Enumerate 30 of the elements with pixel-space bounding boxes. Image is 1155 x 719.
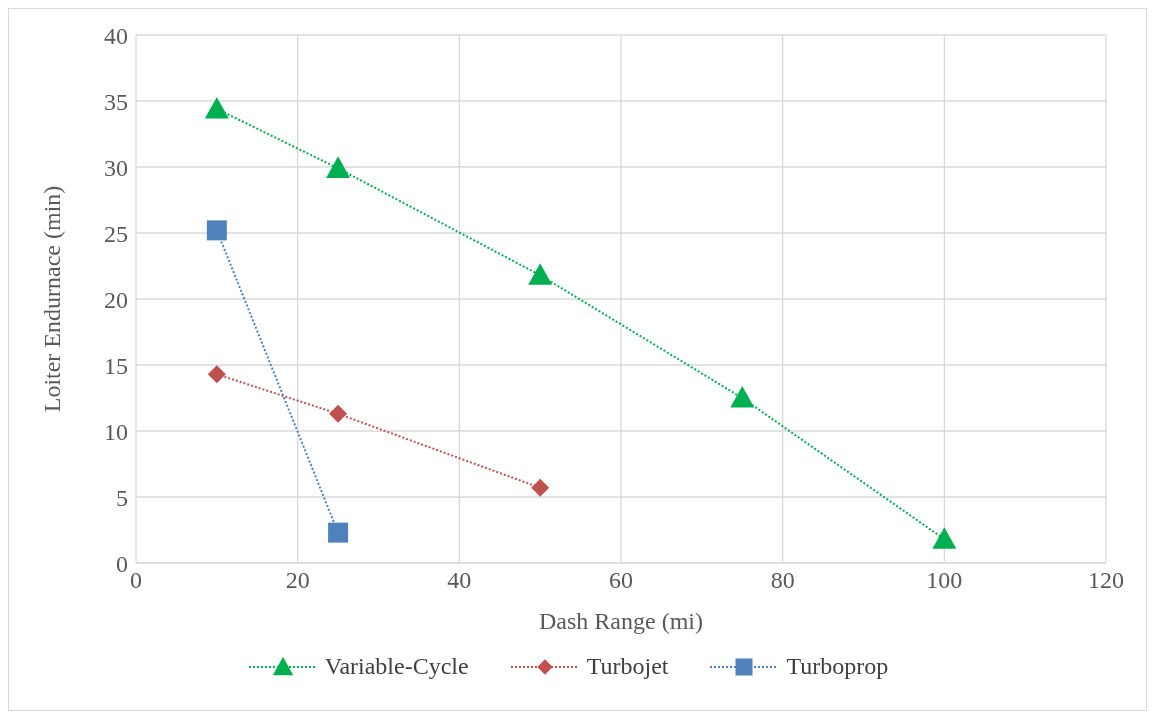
x-axis-title: Dash Range (mi)	[539, 608, 703, 634]
point	[328, 522, 349, 543]
point	[531, 478, 550, 497]
y-tick-label: 35	[104, 88, 128, 115]
x-tick-label: 100	[926, 567, 963, 594]
point	[207, 365, 226, 384]
legend-label: Turboprop	[786, 653, 889, 680]
point	[204, 96, 229, 119]
y-tick-label: 30	[104, 154, 128, 181]
y-tick-label: 40	[104, 22, 128, 49]
y-tick-label: 25	[104, 220, 128, 247]
y-tick-label: 20	[104, 286, 128, 313]
x-tick-label: 40	[447, 567, 472, 594]
x-tick-label: 120	[1088, 567, 1124, 594]
point	[206, 220, 227, 241]
legend-label: Turbojet	[586, 653, 669, 680]
x-tick-label: 20	[285, 567, 310, 594]
point	[329, 404, 348, 423]
point	[932, 527, 957, 549]
y-tick-label: 0	[116, 550, 128, 577]
x-tick-label: 60	[609, 567, 633, 594]
point	[730, 386, 755, 408]
y-tick-label: 5	[116, 484, 128, 511]
y-axis-title: Loiter Endurnace (min)	[38, 185, 65, 413]
point	[326, 156, 351, 178]
legend-label: Variable-Cycle	[324, 653, 469, 680]
y-tick-label: 15	[104, 352, 128, 379]
y-tick-label: 10	[104, 418, 128, 445]
point	[528, 263, 553, 285]
x-tick-label: 80	[770, 567, 795, 594]
